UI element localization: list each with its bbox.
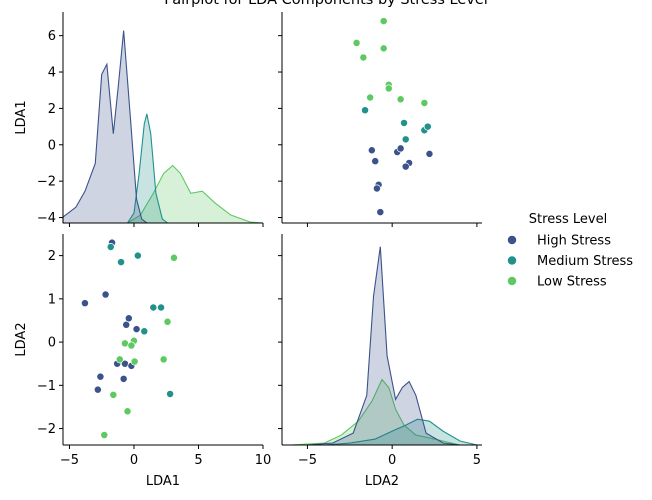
panel-lda1-kde-y-tick-label: 0 xyxy=(48,138,56,153)
panel-lda1-kde: −4 −2 0 2 4 6 xyxy=(37,12,264,227)
lda1-lda2-point-low-stress xyxy=(163,317,172,326)
panel-lda2-kde-x-tick-label: 5 xyxy=(473,453,481,468)
panel-lda1-vs-lda2-y-tick-label: 1 xyxy=(48,292,56,307)
legend-label-low-stress: Low Stress xyxy=(537,275,607,290)
lda1-kde-high-stress xyxy=(62,30,149,224)
x-axis-title-lda1: LDA1 xyxy=(146,474,180,489)
panel-lda1-vs-lda2-x-tick-label: 10 xyxy=(255,453,272,468)
panel-lda1-kde-y-tick-label: −4 xyxy=(37,211,56,226)
lda2-lda1-point-high-stress xyxy=(371,157,380,166)
legend: Stress Level High Stress Medium Stress Low… xyxy=(507,212,633,290)
lda1-lda2-point-low-stress xyxy=(159,355,168,364)
lda1-lda2-point-high-stress xyxy=(96,372,105,381)
lda2-lda1-point-low-stress xyxy=(384,84,393,93)
lda2-lda1-point-high-stress xyxy=(396,144,405,153)
lda2-lda1-point-low-stress xyxy=(379,44,388,53)
lda1-lda2-point-medium-stress xyxy=(140,327,149,336)
lda2-lda1-point-high-stress xyxy=(372,184,381,193)
lda1-lda2-point-high-stress xyxy=(119,374,128,383)
y-axis-title-lda1: LDA1 xyxy=(14,100,29,134)
legend-label-medium-stress: Medium Stress xyxy=(537,254,633,269)
panel-lda1-vs-lda2-x-tick-label: 0 xyxy=(130,453,138,468)
panel-lda1-vs-lda2-scatter: −2 −1 0 1 2 −5 0 5 10 xyxy=(37,234,271,468)
lda2-lda1-point-high-stress xyxy=(425,149,434,158)
lda2-lda1-point-medium-stress xyxy=(401,135,410,144)
lda1-lda2-point-low-stress xyxy=(123,407,132,416)
x-axis-title-lda2: LDA2 xyxy=(365,474,399,489)
lda2-lda1-point-high-stress xyxy=(401,162,410,171)
lda1-lda2-point-high-stress xyxy=(124,314,133,323)
lda2-lda1-point-medium-stress xyxy=(423,122,432,131)
lda1-lda2-point-high-stress xyxy=(93,385,102,394)
lda2-kde-medium-stress xyxy=(324,418,478,446)
lda1-lda2-point-low-stress xyxy=(100,431,109,440)
legend-marker-high-stress xyxy=(507,235,517,245)
panel-lda1-kde-y-tick-label: −2 xyxy=(37,175,56,190)
panel-lda1-kde-y-tick-label: 2 xyxy=(48,102,56,117)
lda1-lda2-point-high-stress xyxy=(122,320,131,329)
lda2-lda1-point-low-stress xyxy=(420,98,429,107)
panel-lda2-kde-x-tick-label: −5 xyxy=(298,453,317,468)
panel-lda1-vs-lda2-y-tick-label: 2 xyxy=(48,249,56,264)
panel-lda1-kde-y-tick-label: 6 xyxy=(48,29,56,44)
panel-lda1-vs-lda2-x-tick-label: 5 xyxy=(194,453,202,468)
lda2-lda1-point-low-stress xyxy=(352,38,361,47)
lda2-lda1-point-low-stress xyxy=(396,95,405,104)
legend-marker-low-stress xyxy=(507,276,517,286)
lda1-kde-low-stress xyxy=(125,164,264,224)
lda2-lda1-point-high-stress xyxy=(367,146,376,155)
lda2-lda1-point-medium-stress xyxy=(361,106,369,115)
lda2-lda1-point-low-stress xyxy=(379,17,388,26)
lda1-lda2-point-high-stress xyxy=(101,290,110,299)
legend-marker-medium-stress xyxy=(507,255,517,266)
panel-lda1-vs-lda2-y-tick-label: −2 xyxy=(37,422,56,437)
y-axis-title-lda2: LDA2 xyxy=(14,322,29,356)
lda2-lda1-point-high-stress xyxy=(376,208,385,217)
lda1-lda2-point-medium-stress xyxy=(106,243,115,251)
panel-lda1-vs-lda2-y-tick-label: −1 xyxy=(37,379,56,394)
lda1-lda2-point-high-stress xyxy=(132,325,141,334)
lda1-lda2-point-medium-stress xyxy=(166,390,175,398)
lda1-lda2-point-medium-stress xyxy=(157,303,166,312)
panel-lda1-kde-y-tick-label: 4 xyxy=(48,66,56,81)
lda2-lda1-point-low-stress xyxy=(366,93,375,102)
lda2-lda1-point-low-stress xyxy=(359,53,368,62)
lda1-lda2-point-low-stress xyxy=(115,355,124,364)
lda1-lda2-point-low-stress xyxy=(170,253,178,262)
lda1-lda2-point-low-stress xyxy=(109,390,118,399)
legend-title: Stress Level xyxy=(529,212,607,227)
figure-title: Pairplot for LDA Components by Stress Le… xyxy=(164,0,488,8)
lda1-lda2-point-medium-stress xyxy=(117,258,126,267)
lda1-lda2-point-medium-stress xyxy=(149,303,158,312)
lda2-lda1-point-medium-stress xyxy=(400,119,408,127)
panel-lda1-vs-lda2-x-tick-label: −5 xyxy=(60,453,79,468)
lda2-kde-low-stress xyxy=(290,378,461,446)
panel-lda2-kde: −5 0 5 xyxy=(278,234,482,468)
legend-label-high-stress: High Stress xyxy=(537,234,611,249)
panel-lda2-vs-lda1-scatter xyxy=(278,12,482,227)
panel-lda1-vs-lda2-y-tick-label: 0 xyxy=(48,336,56,351)
panel-lda2-kde-x-tick-label: 0 xyxy=(388,453,396,468)
lda1-lda2-point-high-stress xyxy=(80,299,89,308)
lda1-lda2-point-low-stress xyxy=(127,341,136,350)
lda1-lda2-point-low-stress xyxy=(130,357,139,366)
lda2-kde-high-stress xyxy=(307,246,461,446)
lda1-lda2-point-medium-stress xyxy=(133,251,142,260)
